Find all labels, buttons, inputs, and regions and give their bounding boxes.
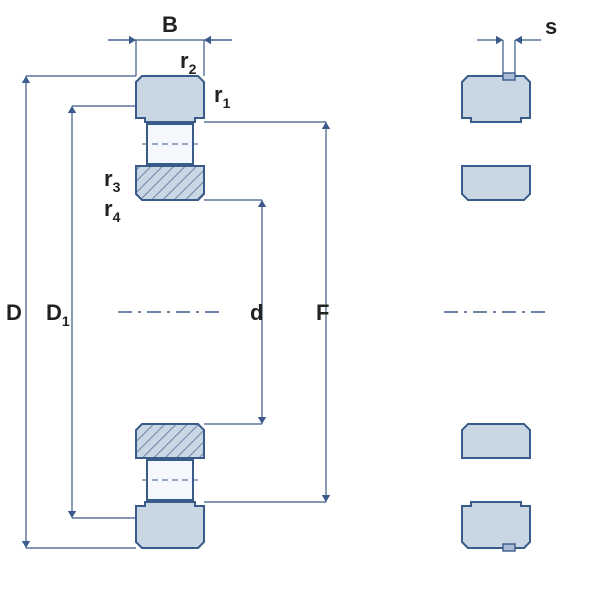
dim-d: d — [250, 300, 263, 325]
bearing-diagram: D D1 d F Bs r2 r1 r3r4 — [0, 0, 600, 600]
dim-s: s — [545, 14, 557, 39]
annot-r1: r1 — [214, 82, 231, 111]
dim-B: B — [162, 12, 178, 37]
dim-D: D — [6, 300, 22, 325]
annot-r2: r2 — [180, 48, 197, 77]
dim-F: F — [316, 300, 329, 325]
annot-r4: r4 — [104, 196, 121, 225]
annot-r3: r3 — [104, 166, 121, 195]
dim-D1: D1 — [46, 300, 70, 329]
